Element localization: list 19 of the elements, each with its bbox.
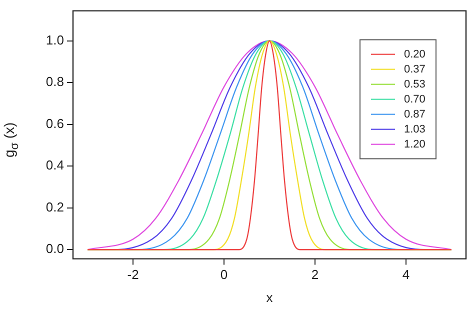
x-tick-label: 2 bbox=[311, 267, 319, 282]
legend-label: 0.53 bbox=[404, 78, 426, 90]
x-tick-label: -2 bbox=[127, 267, 139, 282]
line-series bbox=[86, 40, 452, 250]
y-tick-label: 0.2 bbox=[46, 199, 64, 214]
legend-label: 0.70 bbox=[404, 93, 426, 106]
legend-label: 1.03 bbox=[404, 123, 426, 136]
y-tick-label: 1.0 bbox=[46, 32, 64, 48]
x-tick-label: 0 bbox=[220, 267, 228, 282]
legend-label: 0.87 bbox=[404, 108, 426, 120]
y-tick-label: 0.6 bbox=[46, 116, 64, 131]
y-tick-label: 0.0 bbox=[46, 241, 64, 256]
legend-label: 0.37 bbox=[404, 63, 426, 76]
x-axis-title: x bbox=[266, 290, 274, 305]
legend-label: 1.20 bbox=[404, 138, 426, 150]
y-tick-label: 0.8 bbox=[46, 74, 64, 90]
legend-label: 0.20 bbox=[404, 48, 426, 60]
y-tick-label: 0.4 bbox=[46, 158, 64, 173]
x-tick-label: 4 bbox=[402, 267, 410, 282]
